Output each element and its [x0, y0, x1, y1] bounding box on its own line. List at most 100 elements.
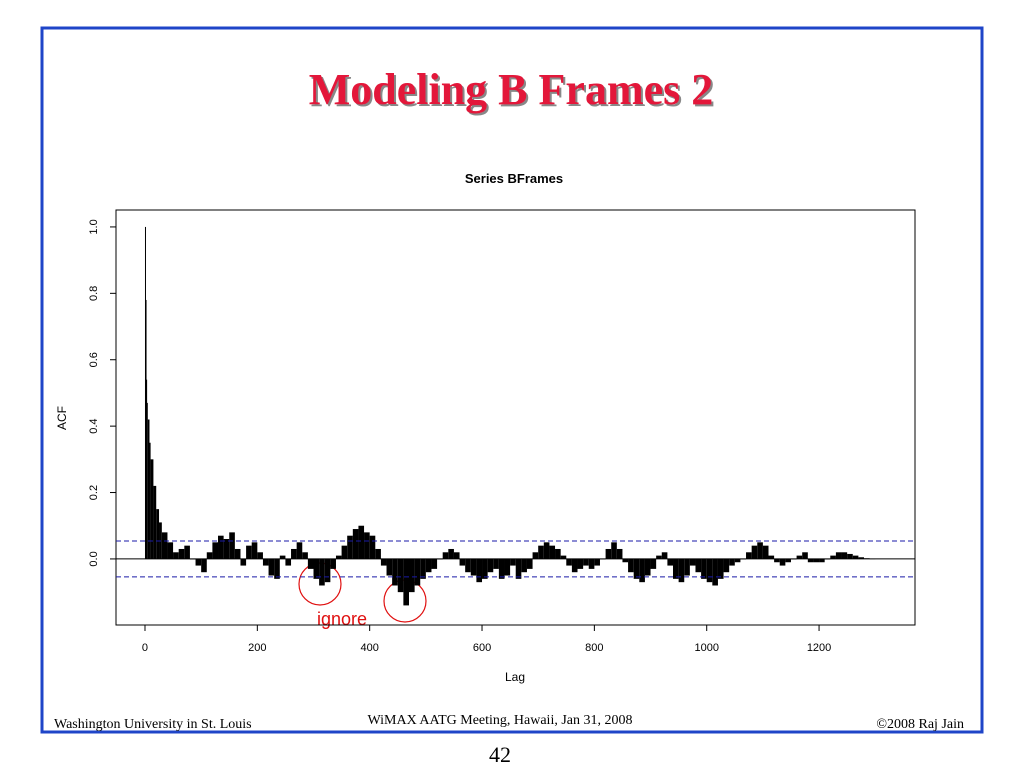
- acf-bar: [206, 552, 213, 559]
- acf-bar: [577, 558, 584, 569]
- acf-bar: [184, 545, 190, 559]
- acf-bar: [240, 558, 247, 566]
- acf-bar: [549, 545, 556, 559]
- acf-bar: [515, 558, 522, 579]
- acf-bar: [229, 532, 235, 559]
- acf-bar: [740, 558, 747, 560]
- acf-bar: [622, 558, 629, 563]
- acf-bar: [223, 539, 230, 559]
- acf-bar: [802, 552, 808, 559]
- acf-bar: [667, 558, 674, 566]
- acf-bar: [352, 529, 359, 559]
- y-tick-label: 0.6: [88, 352, 100, 367]
- acf-bar: [819, 558, 825, 563]
- acf-bar: [482, 558, 488, 579]
- acf-bar: [189, 558, 196, 560]
- acf-bar: [420, 558, 426, 579]
- acf-bar: [319, 558, 325, 586]
- acf-bar: [863, 558, 870, 559]
- acf-bar: [358, 525, 365, 559]
- acf-bar: [605, 548, 612, 559]
- y-tick-label: 0.8: [88, 286, 100, 301]
- acf-bar: [234, 548, 241, 559]
- acf-bar: [656, 555, 662, 559]
- acf-bar: [307, 558, 314, 569]
- acf-bar: [313, 558, 320, 579]
- acf-bar: [684, 558, 690, 576]
- acf-bar: [712, 558, 718, 586]
- x-tick-label: 1000: [694, 642, 718, 654]
- x-tick-label: 1200: [807, 642, 831, 654]
- acf-bar: [644, 558, 651, 576]
- acf-bar: [347, 535, 353, 559]
- acf-bar: [150, 459, 154, 559]
- acf-bar: [144, 226, 146, 559]
- acf-bar: [532, 552, 539, 559]
- acf-bar: [195, 558, 202, 566]
- acf-bar: [425, 558, 432, 573]
- chart-title: Series BFrames: [465, 171, 563, 186]
- acf-bar: [156, 509, 160, 559]
- title-shadow: Modeling B Frames 2: [311, 67, 716, 116]
- acf-bar: [830, 555, 836, 559]
- acf-bar: [673, 558, 679, 579]
- acf-bar: [465, 558, 471, 573]
- footer-right: ©2008 Raj Jain: [876, 717, 964, 732]
- acf-bar: [341, 545, 348, 559]
- acf-bar: [246, 545, 252, 559]
- acf-bar: [538, 545, 544, 559]
- acf-bar: [706, 558, 713, 583]
- acf-bar: [147, 419, 150, 559]
- acf-bar: [201, 558, 207, 573]
- acf-bar: [599, 558, 606, 560]
- acf-bar: [689, 558, 696, 566]
- y-tick-label: 1.0: [88, 219, 100, 234]
- acf-bar: [431, 558, 438, 569]
- acf-bar: [392, 558, 398, 586]
- acf-bar: [167, 542, 174, 559]
- acf-bar: [302, 552, 308, 559]
- acf-bar: [628, 558, 634, 573]
- acf-bar: [504, 558, 511, 576]
- footer-left: Washington University in St. Louis: [54, 717, 252, 732]
- acf-bar: [453, 552, 460, 559]
- slide-title: Modeling B Frames 2: [309, 65, 714, 114]
- y-tick-label: 0.0: [88, 551, 100, 566]
- acf-bar: [487, 558, 494, 573]
- acf-bar: [448, 548, 454, 559]
- acf-bar: [161, 532, 168, 559]
- acf-bar: [173, 552, 179, 559]
- acf-bar: [796, 555, 803, 559]
- footer-center: WiMAX AATG Meeting, Hawaii, Jan 31, 2008: [367, 713, 632, 728]
- acf-bar: [858, 557, 864, 559]
- acf-bar: [498, 558, 505, 579]
- acf-bar: [790, 558, 797, 560]
- acf-bar: [212, 542, 219, 559]
- acf-bar: [835, 552, 842, 559]
- acf-bar: [695, 558, 702, 573]
- acf-bar: [408, 558, 415, 593]
- acf-bar: [375, 548, 381, 559]
- y-tick-label: 0.2: [88, 485, 100, 500]
- acf-bar: [583, 558, 589, 566]
- x-tick-label: 600: [473, 642, 491, 654]
- acf-bar: [146, 379, 148, 559]
- acf-bar: [807, 558, 814, 563]
- x-tick-label: 400: [360, 642, 378, 654]
- acf-bar: [869, 558, 876, 560]
- page-number: 42: [489, 742, 511, 767]
- acf-bar: [285, 558, 292, 566]
- acf-bar: [678, 558, 685, 583]
- acf-bar: [178, 548, 185, 559]
- y-axis-label: ACF: [55, 406, 69, 430]
- acf-bar: [774, 558, 780, 563]
- acf-bar: [274, 558, 280, 579]
- acf-bar: [397, 558, 404, 593]
- acf-bar: [824, 558, 831, 560]
- acf-bar: [386, 558, 393, 576]
- acf-bar: [262, 558, 269, 566]
- acf-bar: [369, 535, 376, 559]
- acf-bar: [650, 558, 657, 569]
- acf-bar: [813, 558, 820, 563]
